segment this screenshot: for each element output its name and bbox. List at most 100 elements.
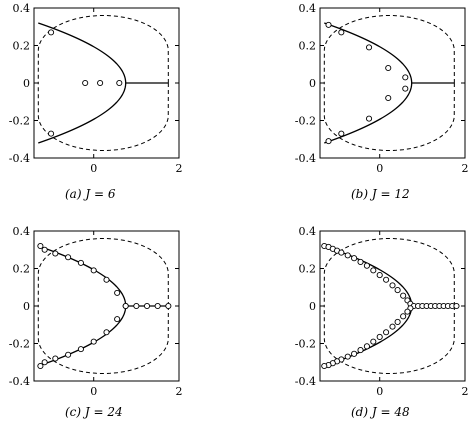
data-point [37, 242, 44, 250]
y-tick-label: 0 [309, 300, 316, 313]
data-point [357, 347, 364, 354]
caption-a-text: J = 6 [85, 187, 116, 201]
y-tick-label: 0.4 [299, 2, 317, 15]
caption-c: (c) J = 24 [65, 405, 123, 419]
caption-d: (d) J = 48 [351, 405, 410, 419]
y-tick-label: -0.2 [295, 338, 316, 351]
data-point [114, 289, 121, 296]
y-tick-label: 0.2 [13, 40, 31, 53]
data-point [453, 302, 460, 310]
data-point [400, 313, 407, 320]
y-tick-label: -0.2 [9, 115, 30, 128]
x-tick-label: 2 [176, 162, 183, 175]
y-tick-label: 0 [23, 77, 30, 90]
data-point [116, 79, 123, 87]
data-point [82, 79, 89, 87]
x-tick-label: 2 [176, 385, 183, 398]
data-point [376, 333, 383, 340]
data-point [370, 267, 377, 274]
y-tick-label: 0.2 [13, 263, 31, 276]
data-point [90, 267, 97, 274]
y-tick-label: 0.2 [299, 263, 317, 276]
caption-b-label: (b) [351, 187, 369, 201]
dashed-curve-upper [323, 237, 455, 307]
data-point [389, 323, 396, 330]
data-point [363, 262, 370, 269]
data-point [389, 282, 396, 289]
data-point [383, 329, 390, 336]
x-tick-label: 0 [90, 385, 97, 398]
plot-area: -0.4 -0.2 0 0.2 0.4 0 2 [9, 225, 183, 398]
data-point [133, 302, 140, 310]
data-point [97, 79, 104, 87]
subplot-a: -0.4 -0.2 0 0.2 0.4 0 2 [9, 2, 183, 175]
caption-d-text: J = 48 [371, 405, 410, 419]
data-point [338, 249, 345, 256]
plot-area: -0.4 -0.2 0 0.2 0.4 0 2 [295, 225, 469, 398]
solid-curve [38, 22, 127, 144]
data-point [122, 302, 129, 310]
data-point [402, 74, 409, 81]
subplot-d: -0.4 -0.2 0 0.2 0.4 0 2 [295, 225, 469, 398]
data-point [383, 276, 390, 283]
data-point [37, 362, 44, 370]
dashed-curve-lower [323, 82, 455, 152]
y-tick-label: -0.2 [295, 115, 316, 128]
y-tick-label: -0.4 [9, 152, 30, 165]
dashed-curve-lower [323, 305, 455, 375]
data-point [351, 255, 358, 262]
y-tick-label: 0 [309, 77, 316, 90]
solid-curve [324, 22, 413, 144]
data-point [365, 115, 373, 122]
caption-b: (b) J = 12 [351, 187, 410, 201]
data-point [325, 138, 332, 145]
y-tick-label: 0.4 [299, 225, 317, 238]
data-point [376, 272, 383, 279]
y-tick-label: -0.4 [295, 152, 316, 165]
data-point [325, 21, 332, 28]
subplot-c: -0.4 -0.2 0 0.2 0.4 0 2 [9, 225, 183, 398]
data-point [365, 44, 373, 51]
data-point [48, 29, 55, 36]
y-tick-label: -0.2 [9, 338, 30, 351]
data-point [338, 130, 345, 137]
data-point [103, 276, 110, 283]
data-point [48, 130, 55, 137]
data-point [402, 85, 409, 92]
caption-d-label: (d) [351, 405, 369, 419]
data-point [363, 343, 370, 350]
data-point [344, 252, 351, 259]
data-point [65, 351, 72, 358]
x-tick-label: 0 [376, 385, 383, 398]
caption-c-text: J = 24 [84, 405, 123, 419]
data-point [103, 329, 110, 336]
y-tick-label: 0.2 [299, 40, 317, 53]
data-point [154, 302, 161, 310]
y-tick-label: 0.4 [13, 2, 31, 15]
x-tick-label: 2 [462, 162, 469, 175]
data-point [400, 292, 407, 299]
data-point [404, 308, 411, 315]
caption-a-label: (a) [65, 187, 82, 201]
data-point [357, 258, 364, 265]
dashed-curve-upper [323, 14, 455, 84]
data-point [370, 338, 377, 345]
data-point [385, 64, 392, 72]
data-point [52, 250, 59, 257]
data-point [394, 318, 401, 325]
caption-b-text: J = 12 [371, 187, 410, 201]
data-point [52, 355, 59, 362]
dashed-curve-lower [37, 305, 169, 375]
x-tick-label: 0 [90, 162, 97, 175]
x-tick-label: 0 [376, 162, 383, 175]
y-tick-label: -0.4 [295, 375, 316, 388]
caption-a: (a) J = 6 [65, 187, 116, 201]
caption-c-label: (c) [65, 405, 82, 419]
data-point [77, 346, 84, 353]
data-point [394, 287, 401, 294]
data-point [351, 350, 358, 357]
data-point [165, 302, 172, 310]
y-tick-label: 0.4 [13, 225, 31, 238]
data-point [385, 94, 392, 102]
